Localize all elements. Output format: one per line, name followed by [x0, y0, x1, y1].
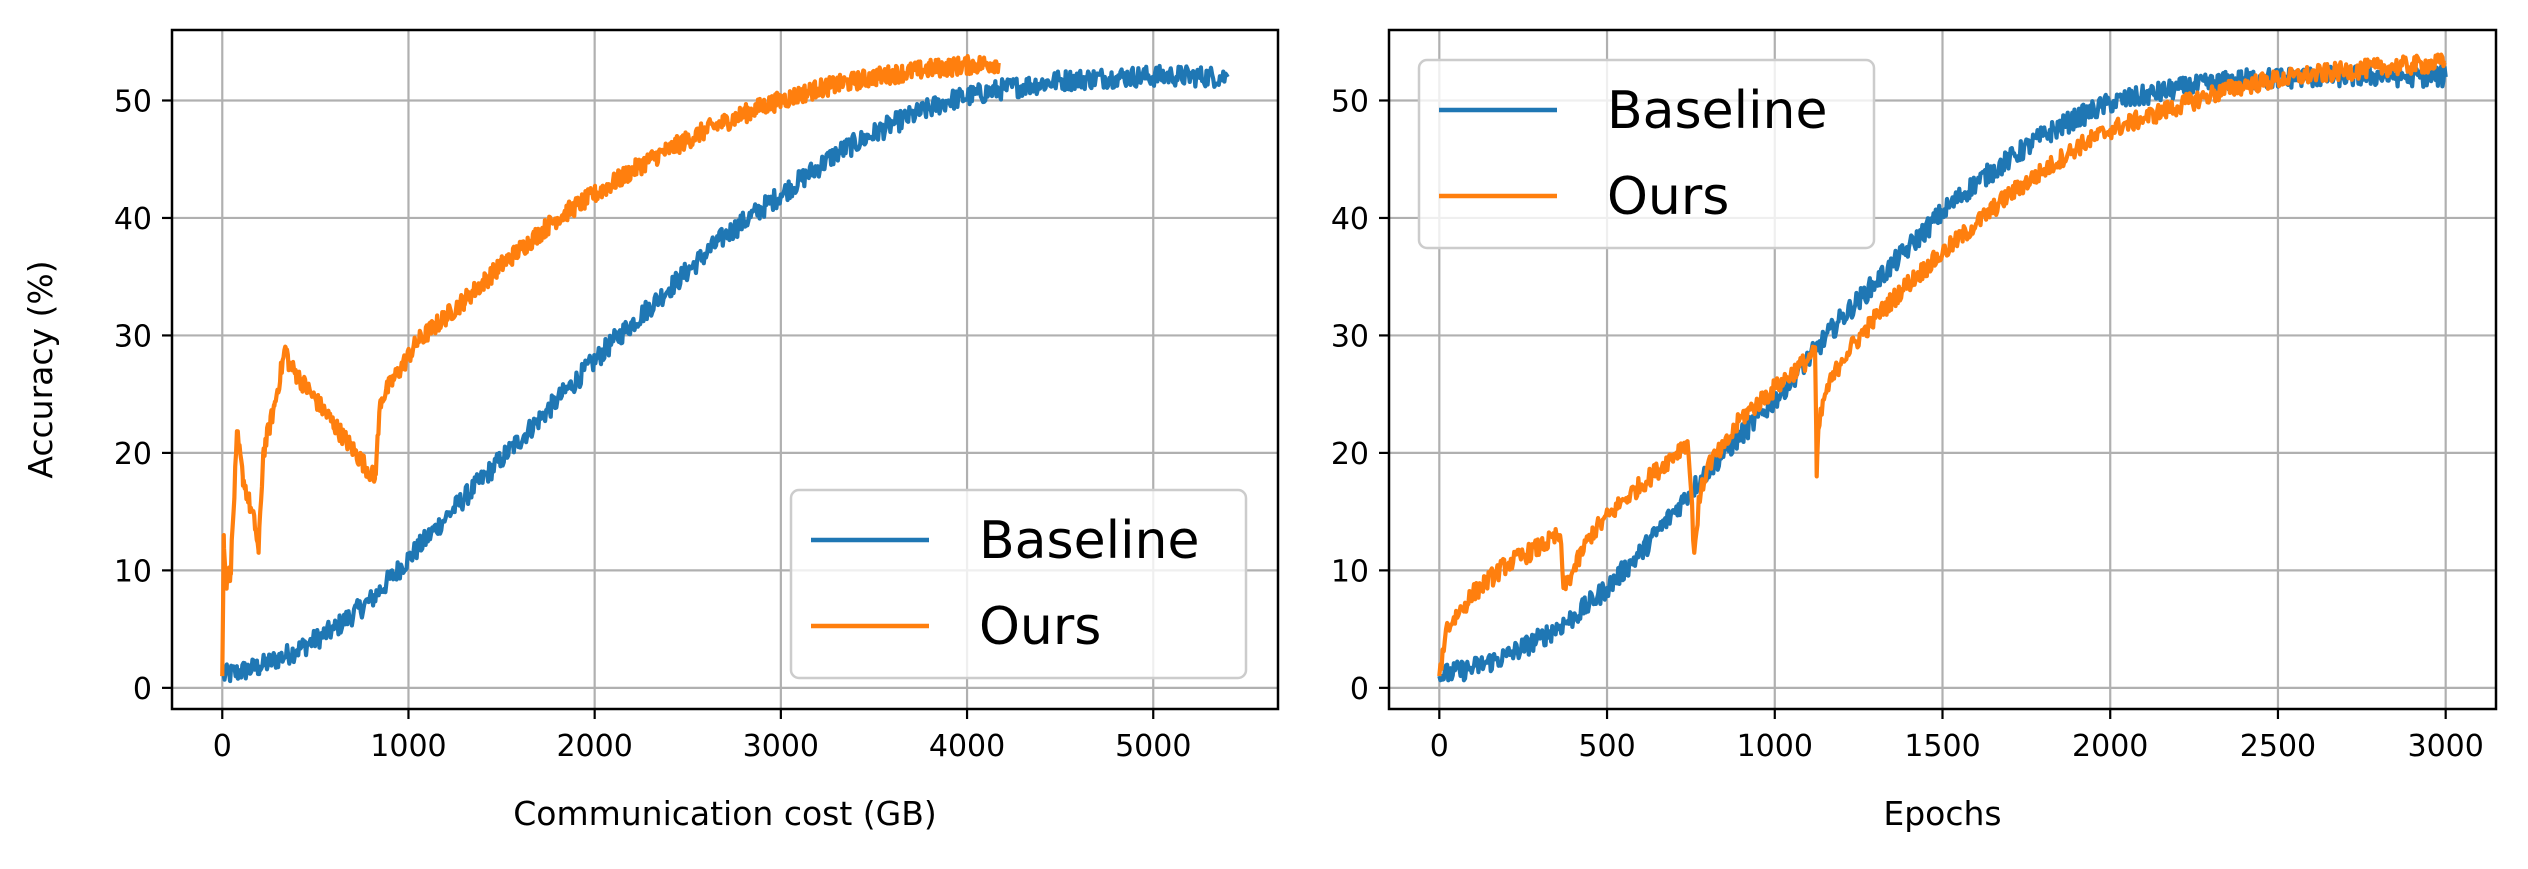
legend: Baseline Ours: [789, 488, 1248, 680]
x-tick-label: 5000: [1115, 729, 1191, 764]
x-tick-label: 2500: [2240, 729, 2316, 764]
x-tick-label: 1500: [1904, 729, 1980, 764]
chart-panel-2: 0 500 1000 1500 2000 2500 3000 0 10 20 30 40 50 Epoch…: [1331, 28, 2498, 833]
series-line-baseline: [220, 63, 1230, 684]
y-axis-label: Accuracy (%): [21, 260, 60, 478]
legend-label-ours: Ours: [1607, 167, 1729, 227]
y-tick-label: 0: [1350, 672, 1369, 707]
x-tick-label: 0: [1430, 729, 1449, 764]
x-tick-label: 4000: [929, 729, 1005, 764]
legend-label-baseline: Baseline: [979, 511, 1199, 571]
y-tick-label: 40: [1331, 202, 1369, 237]
x-axis-label: Communication cost (GB): [513, 794, 937, 833]
y-tick-label: 30: [1331, 319, 1369, 354]
legend-box: [1417, 58, 1876, 250]
legend-label-ours: Ours: [979, 597, 1101, 657]
legend-label-baseline: Baseline: [1607, 81, 1827, 141]
y-tick-label: 30: [114, 319, 152, 354]
legend-box: [789, 488, 1248, 680]
x-axis-label: Epochs: [1883, 794, 2001, 833]
y-tick-label: 50: [114, 84, 152, 119]
x-tick-label: 2000: [2072, 729, 2148, 764]
y-tick-label: 20: [1331, 437, 1369, 472]
x-tick-label: 2000: [556, 729, 632, 764]
x-tick-label: 3000: [2408, 729, 2484, 764]
series-line-ours: [1437, 52, 2447, 677]
chart-panel-1: 0 1000 2000 3000 4000 5000 0 10 20 30 40 50 Communic…: [21, 28, 1280, 833]
legend: Baseline Ours: [1417, 58, 1876, 250]
x-tick-label: 500: [1578, 729, 1635, 764]
x-tick-label: 0: [213, 729, 232, 764]
y-tick-label: 10: [114, 554, 152, 589]
y-tick-label: 50: [1331, 84, 1369, 119]
x-tick-label: 1000: [1737, 729, 1813, 764]
axes-frame: [170, 28, 1280, 711]
series-line-ours: [220, 53, 1001, 677]
x-tick-label: 1000: [370, 729, 446, 764]
y-tick-label: 40: [114, 202, 152, 237]
y-tick-label: 20: [114, 437, 152, 472]
y-tick-label: 0: [133, 672, 152, 707]
x-tick-label: 3000: [743, 729, 819, 764]
y-tick-label: 10: [1331, 554, 1369, 589]
